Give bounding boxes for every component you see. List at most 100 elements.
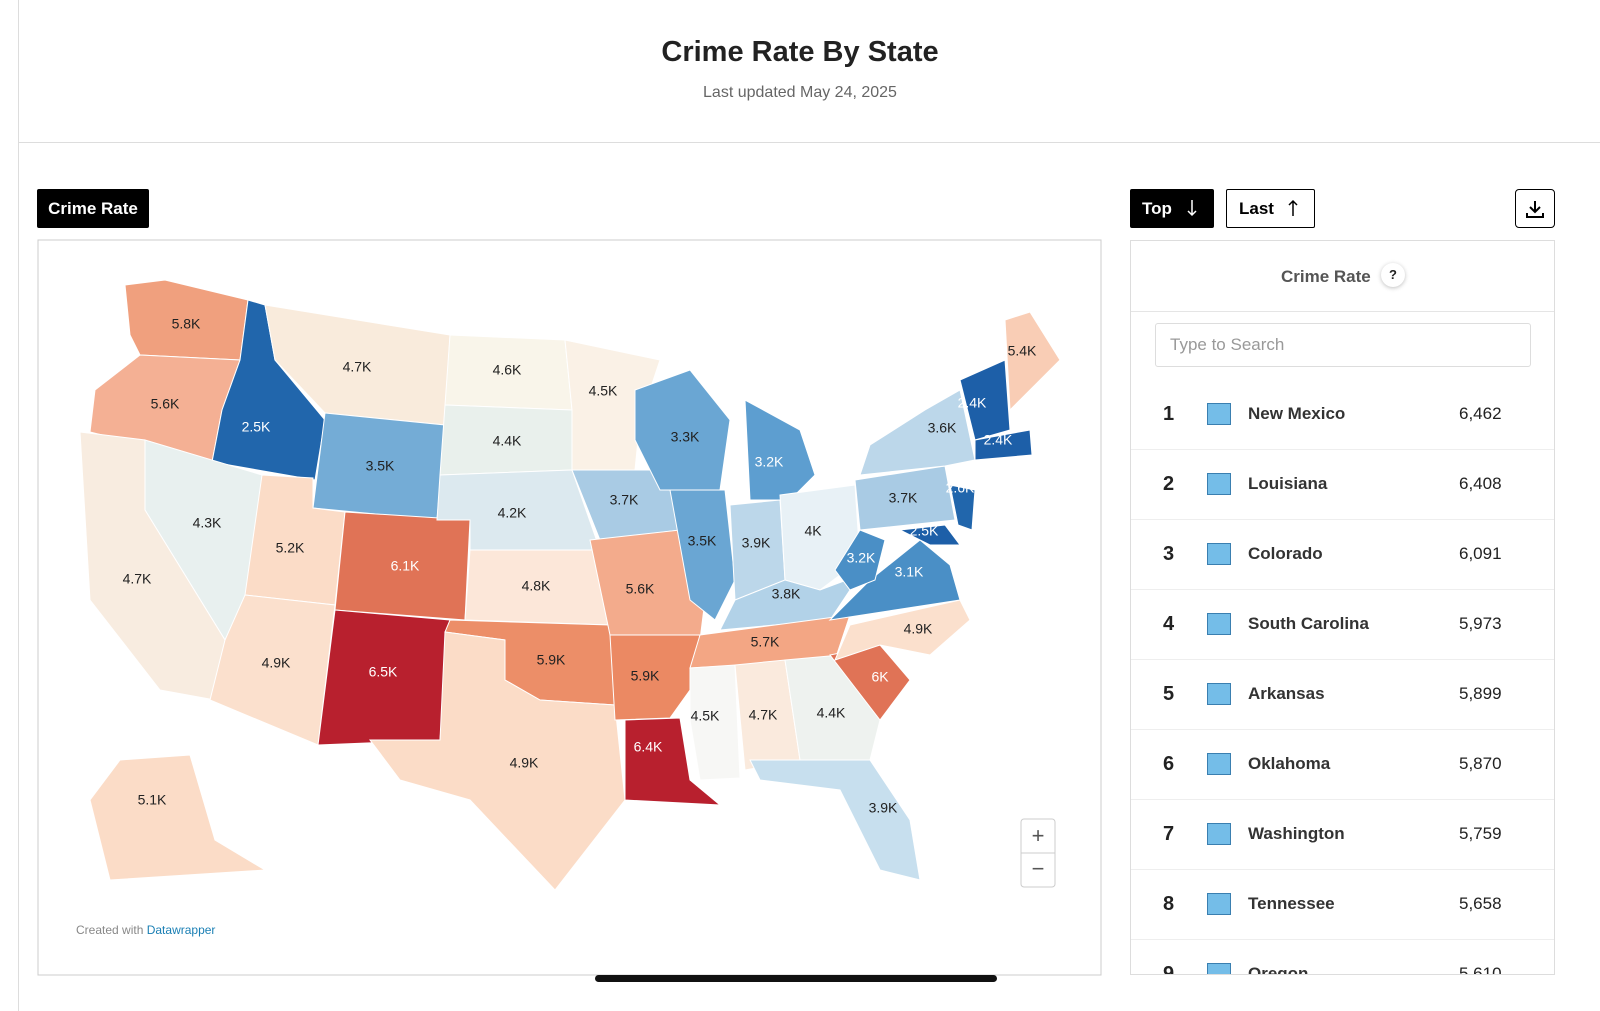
state-shape[interactable] [898,524,961,546]
state-icon [1207,963,1231,974]
credit-link[interactable]: Datawrapper [147,923,216,937]
ranking-row[interactable]: 2 Louisiana 6,408 [1131,449,1554,520]
state-label: 4.5K [589,383,618,399]
state-shape[interactable] [749,759,921,881]
state-value: 6,462 [1459,404,1502,423]
ranking-row[interactable]: 5 Arkansas 5,899 [1131,659,1554,730]
state-label: 5.6K [151,396,180,412]
state-name: Oregon [1248,964,1309,975]
subtitle: Last updated May 24, 2025 [703,84,897,101]
state-shape[interactable] [828,539,961,621]
ranking-row[interactable]: 3 Colorado 6,091 [1131,519,1554,590]
state-label: 4.5K [691,708,720,724]
rank: 9 [1163,963,1175,975]
state-shape[interactable] [854,465,956,531]
rank: 7 [1163,823,1175,845]
download-button[interactable] [1515,189,1555,228]
state-label: 4.9K [262,655,291,671]
ranking-row[interactable]: 8 Tennessee 5,658 [1131,869,1554,940]
state-shape[interactable] [689,664,741,781]
sort-top-button[interactable]: Top [1130,189,1214,228]
state-name: Louisiana [1248,474,1328,493]
state-label: 5.9K [631,668,660,684]
state-shape[interactable] [974,429,1033,461]
sort-top-label: Top [1142,198,1172,218]
ranking-row[interactable]: 4 South Carolina 5,973 [1131,589,1554,660]
state-label: 4.4K [817,705,846,721]
state-shape[interactable] [834,529,886,591]
state-label: 2.5K [910,523,939,539]
state-label: 3.9K [869,800,898,816]
state-label: 4.9K [510,755,539,771]
state-label: 5.9K [537,652,566,668]
metric-button[interactable]: Crime Rate [37,189,149,228]
ranking-row[interactable]: 9 Oregon 5,610 [1131,939,1554,975]
state-shape[interactable] [744,399,816,501]
state-label: 5.4K [1008,343,1037,359]
state-label: 4.7K [123,571,152,587]
state-label: 5.8K [172,316,201,332]
state-shape[interactable] [669,489,736,621]
state-name: Tennessee [1248,894,1335,913]
state-icon [1207,613,1231,635]
rank: 6 [1163,753,1175,775]
rank: 8 [1163,893,1175,915]
panel-header: Crime Rate [1281,267,1371,286]
zoom-out[interactable]: − [1032,856,1045,881]
credit: Created with Datawrapper [76,923,215,937]
rank: 5 [1163,683,1175,705]
rank: 1 [1163,403,1175,425]
state-shape[interactable] [1004,311,1061,412]
zoom-in[interactable]: + [1032,823,1045,848]
state-shape[interactable] [209,594,336,746]
help-icon[interactable]: ? [1381,263,1405,287]
state-shape[interactable] [959,359,1011,441]
download-icon [1526,200,1544,218]
state-shape[interactable] [89,754,267,881]
state-label: 2.5K [242,419,271,435]
state-label: 4K [804,523,822,539]
left-border [18,0,19,1011]
ranking-row[interactable]: 1 New Mexico 6,462 [1131,379,1554,450]
state-name: New Mexico [1248,404,1346,423]
rank: 4 [1163,613,1175,635]
state-icon [1207,893,1231,915]
state-value: 5,759 [1459,824,1502,843]
sort-last-button[interactable]: Last [1226,189,1315,228]
state-label: 3.5K [688,533,717,549]
home-indicator [595,975,997,982]
state-label: 3.1K [895,564,924,580]
state-value: 5,610 [1459,964,1502,975]
state-label: 3.6K [928,420,957,436]
state-label: 2.4K [984,432,1013,448]
state-label: 6.5K [369,664,398,680]
rank: 2 [1163,473,1175,495]
state-shape[interactable] [949,484,976,531]
state-shape[interactable] [589,529,706,641]
state-icon [1207,473,1231,495]
state-value: 5,899 [1459,684,1502,703]
ranking-panel: Crime Rate ? Type to Search 1 New Mexico 6… [1130,240,1555,975]
ranking-row[interactable]: 7 Washington 5,759 [1131,799,1554,870]
state-label: 4.8K [522,578,551,594]
state-icon [1207,753,1231,775]
map: 5.8K 5.6K 2.5K 4.7K 3.5K 4.3K 4.7K 5.2K 6.1K 4.9K… [37,239,1102,976]
search-input[interactable]: Type to Search [1155,323,1531,367]
state-label: 3.7K [889,490,918,506]
state-shape[interactable] [369,631,626,891]
state-label: 2.4K [958,395,987,411]
state-shape[interactable] [834,599,971,661]
state-label: 6.1K [391,558,420,574]
state-value: 5,658 [1459,894,1502,913]
ranking-row[interactable]: 6 Oklahoma 5,870 [1131,729,1554,800]
state-label: 5.7K [751,634,780,650]
state-label: 3.7K [610,492,639,508]
state-name: Colorado [1248,544,1323,563]
state-label: 3.5K [366,458,395,474]
state-label: 4.4K [493,433,522,449]
state-name: Arkansas [1248,684,1325,703]
state-shape[interactable] [609,634,701,721]
state-shape[interactable] [624,717,722,806]
state-label: 3.2K [847,550,876,566]
